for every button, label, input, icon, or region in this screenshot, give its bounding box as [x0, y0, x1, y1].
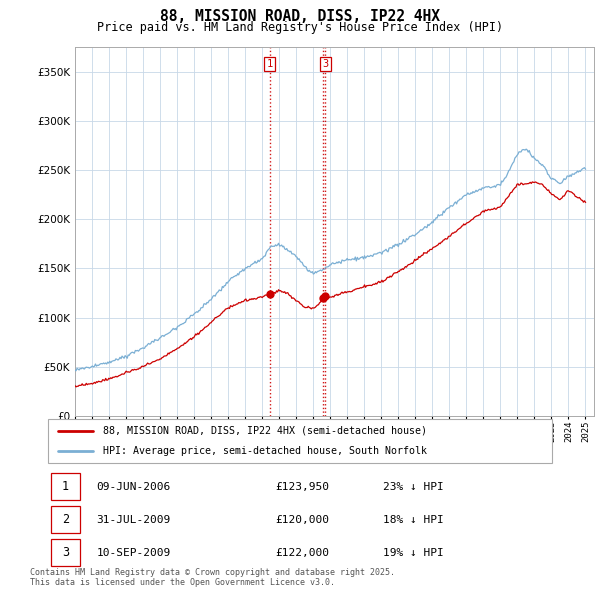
Text: 3: 3 [62, 546, 69, 559]
Text: 2: 2 [62, 513, 69, 526]
Text: 09-JUN-2006: 09-JUN-2006 [97, 481, 171, 491]
Text: 88, MISSION ROAD, DISS, IP22 4HX: 88, MISSION ROAD, DISS, IP22 4HX [160, 9, 440, 24]
Text: 88, MISSION ROAD, DISS, IP22 4HX (semi-detached house): 88, MISSION ROAD, DISS, IP22 4HX (semi-d… [103, 426, 427, 436]
Text: 31-JUL-2009: 31-JUL-2009 [97, 514, 171, 525]
Text: £120,000: £120,000 [275, 514, 329, 525]
Text: 10-SEP-2009: 10-SEP-2009 [97, 548, 171, 558]
Text: £122,000: £122,000 [275, 548, 329, 558]
Bar [50, 473, 80, 500]
Bar [50, 506, 80, 533]
Text: 19% ↓ HPI: 19% ↓ HPI [383, 548, 443, 558]
Text: 23% ↓ HPI: 23% ↓ HPI [383, 481, 443, 491]
Text: Price paid vs. HM Land Registry's House Price Index (HPI): Price paid vs. HM Land Registry's House … [97, 21, 503, 34]
Text: 1: 1 [62, 480, 69, 493]
Text: HPI: Average price, semi-detached house, South Norfolk: HPI: Average price, semi-detached house,… [103, 446, 427, 456]
Text: 3: 3 [322, 59, 328, 69]
Text: Contains HM Land Registry data © Crown copyright and database right 2025.
This d: Contains HM Land Registry data © Crown c… [30, 568, 395, 587]
Text: 18% ↓ HPI: 18% ↓ HPI [383, 514, 443, 525]
Bar [50, 539, 80, 566]
Text: 1: 1 [266, 59, 273, 69]
Text: £123,950: £123,950 [275, 481, 329, 491]
